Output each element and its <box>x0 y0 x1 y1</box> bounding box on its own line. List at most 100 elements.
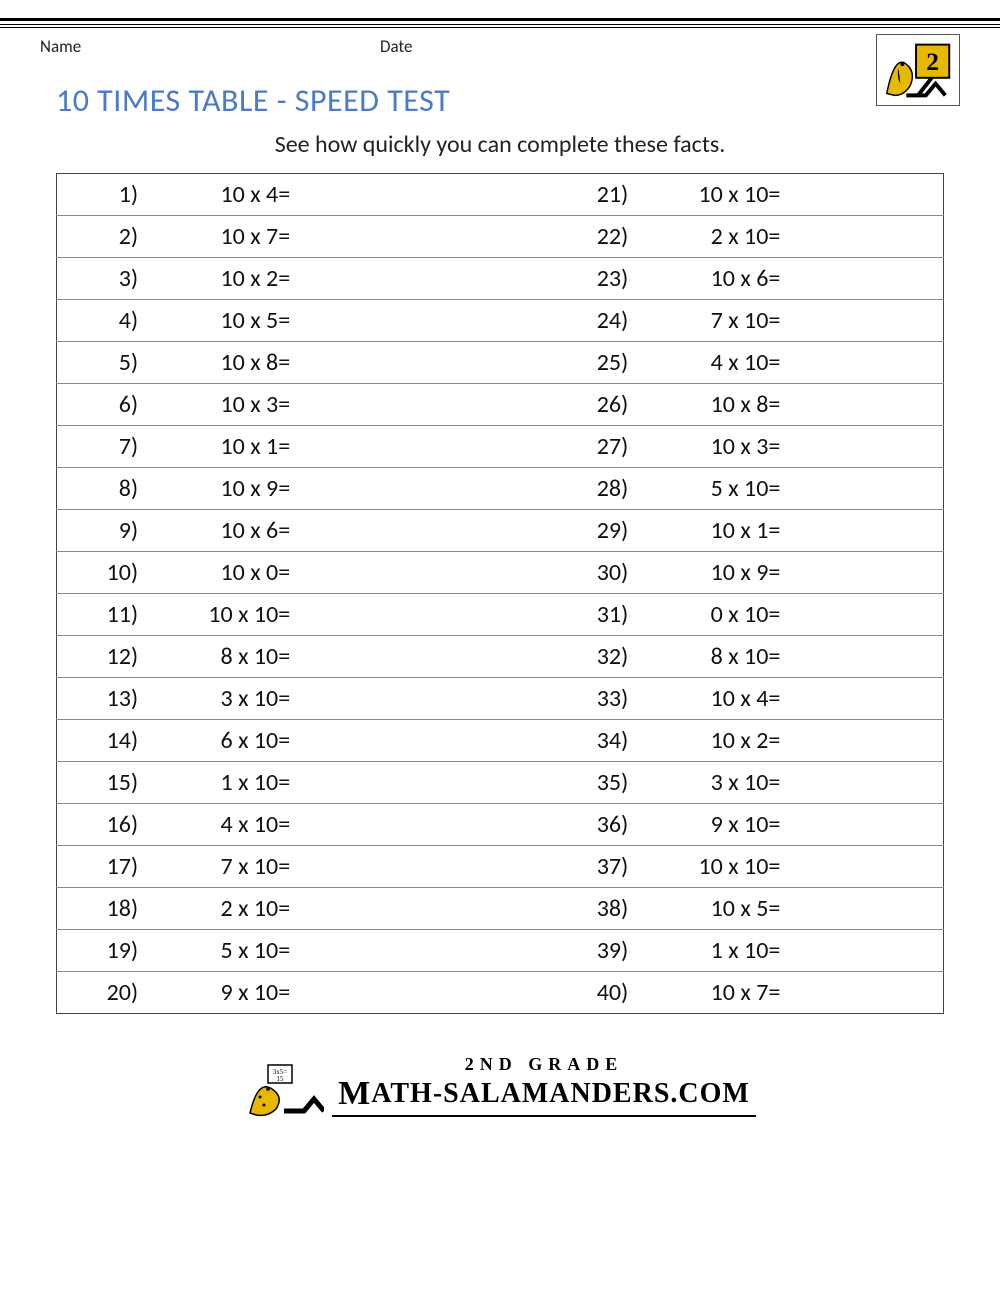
expression: 4 x 10 <box>138 804 278 846</box>
equals-sign: = <box>278 174 313 216</box>
table-row: 12)8 x 10=32)8 x 10= <box>57 636 944 678</box>
answer-blank <box>313 594 546 636</box>
question-number: 30) <box>547 552 629 594</box>
expression: 10 x 2 <box>138 258 278 300</box>
page-title: 10 TIMES TABLE - SPEED TEST <box>0 57 1000 126</box>
equals-sign: = <box>768 594 803 636</box>
answer-blank <box>313 972 546 1014</box>
table-row: 6)10 x 3=26)10 x 8= <box>57 384 944 426</box>
table-row: 14)6 x 10=34)10 x 2= <box>57 720 944 762</box>
table-row: 7)10 x 1=27)10 x 3= <box>57 426 944 468</box>
answer-blank <box>803 804 943 846</box>
question-number: 16) <box>57 804 139 846</box>
table-row: 20)9 x 10=40)10 x 7= <box>57 972 944 1014</box>
answer-blank <box>313 258 546 300</box>
question-number: 12) <box>57 636 139 678</box>
expression: 10 x 10 <box>628 174 768 216</box>
equals-sign: = <box>278 300 313 342</box>
equals-sign: = <box>278 678 313 720</box>
question-number: 22) <box>547 216 629 258</box>
table-row: 9)10 x 6=29)10 x 1= <box>57 510 944 552</box>
answer-blank <box>803 846 943 888</box>
question-number: 25) <box>547 342 629 384</box>
brand-logo: 2 <box>876 34 960 106</box>
table-row: 19)5 x 10=39)1 x 10= <box>57 930 944 972</box>
question-number: 38) <box>547 888 629 930</box>
question-number: 39) <box>547 930 629 972</box>
expression: 10 x 3 <box>628 426 768 468</box>
answer-blank <box>313 468 546 510</box>
table-row: 15)1 x 10=35)3 x 10= <box>57 762 944 804</box>
expression: 1 x 10 <box>138 762 278 804</box>
header-labels: Name Date 2 <box>0 28 1000 57</box>
equals-sign: = <box>278 846 313 888</box>
expression: 10 x 4 <box>138 174 278 216</box>
answer-blank <box>313 552 546 594</box>
equals-sign: = <box>768 510 803 552</box>
expression: 6 x 10 <box>138 720 278 762</box>
expression: 10 x 1 <box>138 426 278 468</box>
expression: 10 x 7 <box>628 972 768 1014</box>
footer-site: MATH-SALAMANDERS.COM <box>332 1075 756 1117</box>
question-number: 20) <box>57 972 139 1014</box>
question-number: 6) <box>57 384 139 426</box>
equals-sign: = <box>768 300 803 342</box>
equals-sign: = <box>768 468 803 510</box>
expression: 10 x 5 <box>628 888 768 930</box>
question-number: 13) <box>57 678 139 720</box>
equals-sign: = <box>278 636 313 678</box>
table-row: 11)10 x 10=31)0 x 10= <box>57 594 944 636</box>
question-number: 17) <box>57 846 139 888</box>
table-row: 18)2 x 10=38)10 x 5= <box>57 888 944 930</box>
question-number: 3) <box>57 258 139 300</box>
expression: 4 x 10 <box>628 342 768 384</box>
expression: 5 x 10 <box>138 930 278 972</box>
table-row: 13)3 x 10=33)10 x 4= <box>57 678 944 720</box>
expression: 10 x 1 <box>628 510 768 552</box>
answer-blank <box>803 594 943 636</box>
answer-blank <box>313 384 546 426</box>
equals-sign: = <box>768 426 803 468</box>
question-number: 5) <box>57 342 139 384</box>
answer-blank <box>313 510 546 552</box>
equals-sign: = <box>768 762 803 804</box>
answer-blank <box>313 636 546 678</box>
question-number: 15) <box>57 762 139 804</box>
equals-sign: = <box>768 804 803 846</box>
question-number: 21) <box>547 174 629 216</box>
expression: 10 x 10 <box>138 594 278 636</box>
equals-sign: = <box>278 972 313 1014</box>
question-number: 36) <box>547 804 629 846</box>
question-number: 18) <box>57 888 139 930</box>
equals-sign: = <box>278 510 313 552</box>
equals-sign: = <box>278 426 313 468</box>
answer-blank <box>313 174 546 216</box>
equals-sign: = <box>768 846 803 888</box>
table-row: 10)10 x 0=30)10 x 9= <box>57 552 944 594</box>
equals-sign: = <box>278 552 313 594</box>
equals-sign: = <box>278 804 313 846</box>
answer-blank <box>313 216 546 258</box>
equals-sign: = <box>278 468 313 510</box>
answer-blank <box>313 342 546 384</box>
answer-blank <box>803 762 943 804</box>
question-number: 9) <box>57 510 139 552</box>
answer-blank <box>313 426 546 468</box>
header-rule <box>0 18 1000 28</box>
equals-sign: = <box>768 384 803 426</box>
question-number: 8) <box>57 468 139 510</box>
equals-sign: = <box>768 216 803 258</box>
question-number: 10) <box>57 552 139 594</box>
question-number: 2) <box>57 216 139 258</box>
question-number: 32) <box>547 636 629 678</box>
answer-blank <box>803 174 943 216</box>
question-number: 28) <box>547 468 629 510</box>
expression: 0 x 10 <box>628 594 768 636</box>
equals-sign: = <box>278 888 313 930</box>
question-number: 23) <box>547 258 629 300</box>
answer-blank <box>313 846 546 888</box>
answer-blank <box>313 762 546 804</box>
table-row: 17)7 x 10=37)10 x 10= <box>57 846 944 888</box>
expression: 10 x 3 <box>138 384 278 426</box>
equals-sign: = <box>768 972 803 1014</box>
